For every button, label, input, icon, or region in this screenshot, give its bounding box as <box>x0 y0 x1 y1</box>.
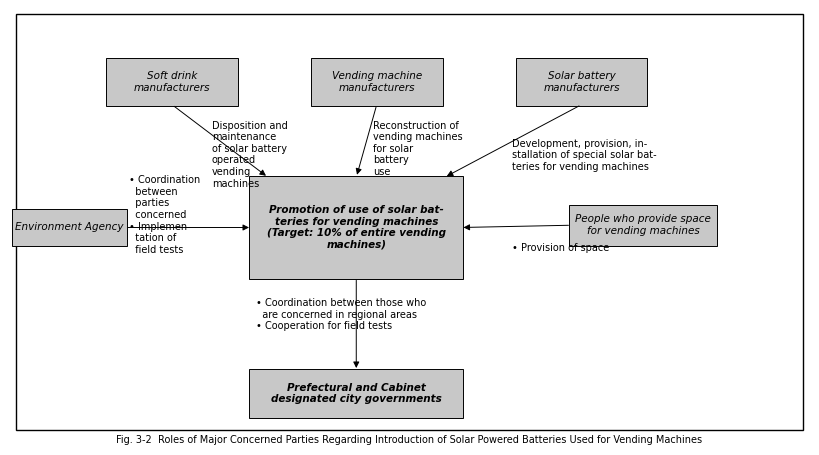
FancyBboxPatch shape <box>249 369 464 418</box>
Text: • Provision of space: • Provision of space <box>512 243 609 253</box>
FancyBboxPatch shape <box>12 209 128 246</box>
Text: Environment Agency: Environment Agency <box>16 222 124 233</box>
Text: People who provide space
for vending machines: People who provide space for vending mac… <box>575 214 711 236</box>
Text: Prefectural and Cabinet
designated city governments: Prefectural and Cabinet designated city … <box>271 383 441 404</box>
Text: Soft drink
manufacturers: Soft drink manufacturers <box>133 71 210 93</box>
Text: • Coordination
  between
  parties
  concerned
• Implemen-
  tation of
  field t: • Coordination between parties concerned… <box>129 175 201 255</box>
Text: Fig. 3-2  Roles of Major Concerned Parties Regarding Introduction of Solar Power: Fig. 3-2 Roles of Major Concerned Partie… <box>116 435 703 445</box>
FancyBboxPatch shape <box>569 205 717 246</box>
Text: Development, provision, in-
stallation of special solar bat-
teries for vending : Development, provision, in- stallation o… <box>512 139 657 172</box>
FancyBboxPatch shape <box>249 176 464 279</box>
Text: Vending machine
manufacturers: Vending machine manufacturers <box>332 71 422 93</box>
FancyBboxPatch shape <box>516 58 647 106</box>
Text: Promotion of use of solar bat-
teries for vending machines
(Target: 10% of entir: Promotion of use of solar bat- teries fo… <box>267 205 446 250</box>
Text: • Coordination between those who
  are concerned in regional areas
• Cooperation: • Coordination between those who are con… <box>256 298 427 331</box>
FancyBboxPatch shape <box>106 58 238 106</box>
Text: Solar battery
manufacturers: Solar battery manufacturers <box>543 71 620 93</box>
Text: Disposition and
maintenance
of solar battery
operated
vending
machines: Disposition and maintenance of solar bat… <box>212 121 287 188</box>
Text: Reconstruction of
vending machines
for solar
battery
use: Reconstruction of vending machines for s… <box>373 121 462 177</box>
FancyBboxPatch shape <box>311 58 442 106</box>
